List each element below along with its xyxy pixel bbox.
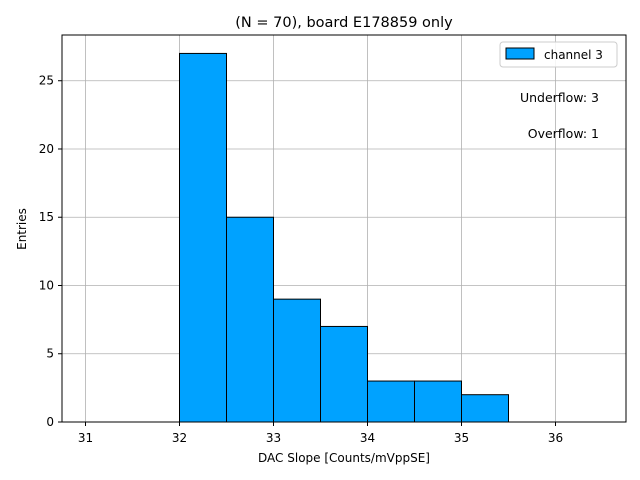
x-tick-label: 32 xyxy=(172,431,187,445)
legend-label-channel-3: channel 3 xyxy=(544,48,603,62)
legend: channel 3 xyxy=(499,41,618,68)
histogram-bars xyxy=(179,52,509,423)
underflow-annotation: Underflow: 3 xyxy=(520,90,599,105)
histogram-bar xyxy=(320,325,368,423)
y-tick-label: 10 xyxy=(39,278,54,292)
y-tick-label: 20 xyxy=(39,142,54,156)
y-axis-label: Entries xyxy=(15,208,29,250)
y-tick-label: 0 xyxy=(46,415,54,429)
overflow-annotation: Overflow: 1 xyxy=(528,126,599,141)
legend-swatch-channel-3 xyxy=(505,47,535,60)
y-tick-label: 5 xyxy=(46,347,54,361)
histogram-bar xyxy=(461,394,509,423)
x-tick-label: 31 xyxy=(78,431,93,445)
y-tick-label: 25 xyxy=(39,74,54,88)
x-tick-label: 35 xyxy=(454,431,469,445)
y-axis-ticks: 0 5 10 15 20 25 xyxy=(39,74,62,429)
y-tick-label: 15 xyxy=(39,210,54,224)
x-tick-label: 36 xyxy=(548,431,563,445)
histogram-bar xyxy=(414,380,462,423)
x-axis-label: DAC Slope [Counts/mVppSE] xyxy=(258,451,430,465)
x-tick-label: 34 xyxy=(360,431,375,445)
chart-title: (N = 70), board E178859 only xyxy=(235,15,453,31)
x-tick-label: 33 xyxy=(266,431,281,445)
histogram-bar xyxy=(226,216,274,423)
histogram-bar xyxy=(179,52,227,423)
x-axis-ticks: 31 32 33 34 35 36 xyxy=(78,422,563,445)
histogram-bar xyxy=(273,298,321,423)
histogram-bar xyxy=(367,380,415,423)
plot-frame xyxy=(61,34,627,423)
